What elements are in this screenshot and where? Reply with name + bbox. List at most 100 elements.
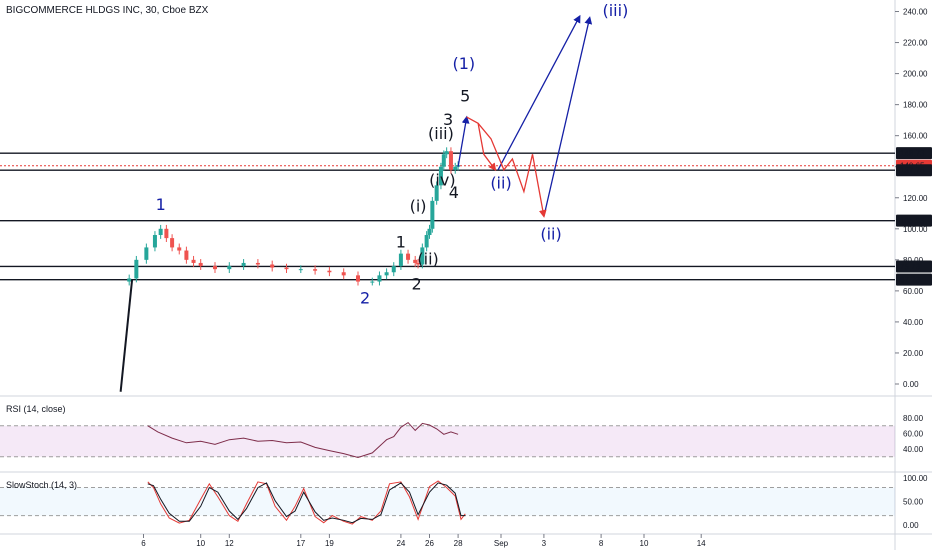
candle-body xyxy=(213,266,217,270)
candle-body xyxy=(177,247,182,251)
wave-label: (iii) xyxy=(602,1,628,20)
y-tick-label: 220.00 xyxy=(903,39,928,48)
y-tick-label: 120.00 xyxy=(903,194,928,203)
candle-body xyxy=(158,228,163,236)
wave-label: (i) xyxy=(410,197,427,216)
candle-body xyxy=(227,266,232,270)
y-tick-label: 0.00 xyxy=(903,380,919,389)
candle-body xyxy=(416,262,421,265)
level-price-tag xyxy=(896,214,932,227)
x-tick-label: 10 xyxy=(640,539,649,548)
y-tick-label: 80.00 xyxy=(903,256,924,265)
level-price-tag xyxy=(896,164,932,177)
x-tick-label: 19 xyxy=(325,539,334,548)
candle-body xyxy=(152,235,157,248)
level-price-label: 148.73 xyxy=(900,149,925,158)
wave-label: 1 xyxy=(396,232,406,251)
x-tick-label: 26 xyxy=(425,539,434,548)
wave-label: 5 xyxy=(460,87,470,106)
wave-label: 1 xyxy=(156,195,166,214)
candle-body xyxy=(413,259,418,263)
wave-label: 3 xyxy=(443,110,453,129)
candle-body xyxy=(453,166,458,170)
rsi-y-tick-label: 80.00 xyxy=(903,414,924,423)
candle-body xyxy=(191,259,196,263)
y-tick-label: 100.00 xyxy=(903,225,928,234)
x-tick-label: 12 xyxy=(225,539,234,548)
candle-body xyxy=(448,151,453,170)
candle-body xyxy=(164,228,169,239)
stoch-y-tick-label: 50.00 xyxy=(903,498,924,507)
candle-body xyxy=(420,247,425,265)
rsi-y-tick-label: 60.00 xyxy=(903,430,924,439)
wave-label: 2 xyxy=(412,274,422,293)
x-tick-label: 28 xyxy=(454,539,463,548)
stoch-y-tick-label: 100.00 xyxy=(903,474,928,483)
projection-path-red[interactable] xyxy=(477,122,547,218)
y-tick-label: 60.00 xyxy=(903,287,924,296)
projection-path-red[interactable] xyxy=(466,116,497,172)
candle-body xyxy=(170,238,175,248)
x-tick-label: 10 xyxy=(196,539,205,548)
projection-path-blue[interactable] xyxy=(497,14,581,171)
x-tick-label: 24 xyxy=(396,539,405,548)
level-price-label: 137.76 xyxy=(900,166,925,175)
level-price-label: 75.73 xyxy=(900,262,921,271)
rsi-line[interactable] xyxy=(147,421,459,459)
stoch-band xyxy=(0,487,895,516)
x-tick-label: 6 xyxy=(141,539,146,548)
trendline[interactable] xyxy=(119,279,134,392)
candle-body xyxy=(313,269,318,271)
x-tick-label: 14 xyxy=(697,539,706,548)
candle-body xyxy=(298,269,303,271)
candle-body xyxy=(377,275,382,282)
x-tick-label: 8 xyxy=(599,539,604,548)
candle-body xyxy=(327,270,332,273)
rsi-band xyxy=(0,425,895,457)
wave-label: (ii) xyxy=(490,173,511,192)
candle-body xyxy=(438,166,443,186)
candle-body xyxy=(356,275,360,282)
level-price-tag xyxy=(896,147,932,160)
candle-body xyxy=(398,253,403,267)
stoch-title: SlowStoch (14, 3) xyxy=(6,480,77,490)
rsi-title: RSI (14, close) xyxy=(6,404,66,414)
y-tick-label: 160.00 xyxy=(903,132,928,141)
candle-body xyxy=(284,267,289,270)
wave-label: (ii) xyxy=(540,225,561,244)
candle-body xyxy=(424,235,429,248)
candle-body xyxy=(370,281,375,283)
y-tick-label: 40.00 xyxy=(903,318,924,327)
candle-body xyxy=(255,262,260,265)
level-price-tag xyxy=(896,273,932,286)
candle-body xyxy=(444,151,449,155)
candle-body xyxy=(384,272,389,276)
x-tick-label: Sep xyxy=(494,539,509,548)
y-tick-label: 240.00 xyxy=(903,8,928,17)
candle-body xyxy=(127,278,132,282)
candle-body xyxy=(434,185,439,201)
candle-body xyxy=(184,250,189,260)
level-price-tag xyxy=(896,260,932,273)
y-tick-label: 200.00 xyxy=(903,70,928,79)
candle-body xyxy=(341,272,346,276)
level-price-label: 67.23 xyxy=(900,276,921,285)
wave-label: 2 xyxy=(360,288,370,307)
x-tick-label: 3 xyxy=(542,539,547,548)
candle-body xyxy=(430,200,435,229)
wave-label: (1) xyxy=(452,54,475,73)
candle-body xyxy=(134,259,139,279)
candle-body xyxy=(144,247,149,260)
rsi-y-tick-label: 40.00 xyxy=(903,445,924,454)
candle-body xyxy=(241,262,246,267)
stoch-line[interactable] xyxy=(147,482,466,524)
projection-path-blue[interactable] xyxy=(457,115,470,167)
projection-path-blue[interactable] xyxy=(543,16,593,217)
stoch-y-tick-label: 0.00 xyxy=(903,521,919,530)
chart-title: BIGCOMMERCE HLDGS INC, 30, Cboe BZX xyxy=(6,5,209,16)
wave-label: 4 xyxy=(449,183,459,202)
wave-label: (ii) xyxy=(417,249,438,268)
level-price-label: 105.23 xyxy=(900,217,925,226)
